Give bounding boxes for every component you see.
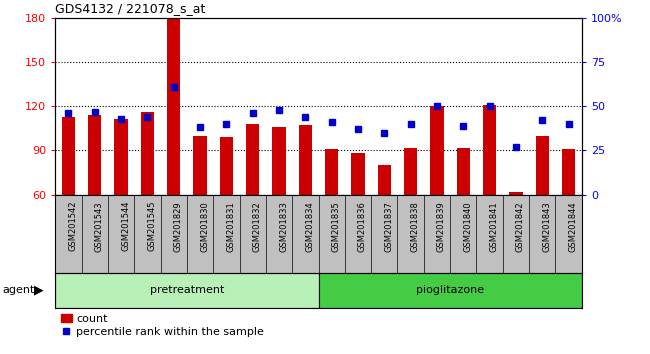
Bar: [457, 148, 470, 195]
Text: GSM201833: GSM201833: [279, 201, 288, 252]
Bar: [272, 127, 285, 195]
Text: GSM201835: GSM201835: [332, 201, 341, 252]
Bar: [62, 116, 75, 195]
Text: GSM201844: GSM201844: [569, 201, 578, 252]
Bar: [404, 148, 417, 195]
Text: GSM201843: GSM201843: [542, 201, 551, 252]
Bar: [194, 136, 207, 195]
Text: GSM201836: GSM201836: [358, 201, 367, 252]
Bar: [141, 112, 154, 195]
Bar: [352, 153, 365, 195]
Text: ▶: ▶: [34, 284, 44, 297]
Text: GSM201831: GSM201831: [226, 201, 235, 252]
Text: GSM201829: GSM201829: [174, 201, 183, 252]
Bar: [167, 18, 180, 195]
Text: GDS4132 / 221078_s_at: GDS4132 / 221078_s_at: [55, 2, 205, 15]
Bar: [510, 192, 523, 195]
Bar: [378, 165, 391, 195]
Bar: [562, 149, 575, 195]
Text: GSM201544: GSM201544: [121, 201, 130, 251]
Text: GSM201830: GSM201830: [200, 201, 209, 252]
Text: GSM201832: GSM201832: [253, 201, 262, 252]
Bar: [114, 119, 127, 195]
Bar: [325, 149, 338, 195]
Text: GSM201839: GSM201839: [437, 201, 446, 252]
Bar: [220, 137, 233, 195]
Text: GSM201842: GSM201842: [516, 201, 525, 252]
Legend: count, percentile rank within the sample: count, percentile rank within the sample: [61, 314, 265, 337]
Text: GSM201838: GSM201838: [411, 201, 420, 252]
Bar: [246, 124, 259, 195]
Text: GSM201542: GSM201542: [68, 201, 77, 251]
Text: pioglitazone: pioglitazone: [416, 285, 484, 295]
Bar: [55, 273, 318, 308]
Text: GSM201545: GSM201545: [148, 201, 157, 251]
Text: pretreatment: pretreatment: [150, 285, 224, 295]
Bar: [318, 273, 582, 308]
Text: GSM201543: GSM201543: [95, 201, 104, 252]
Text: GSM201834: GSM201834: [306, 201, 315, 252]
Bar: [536, 136, 549, 195]
Bar: [299, 125, 312, 195]
Bar: [483, 105, 496, 195]
Bar: [88, 115, 101, 195]
Text: agent: agent: [2, 285, 34, 295]
Text: GSM201837: GSM201837: [384, 201, 393, 252]
Text: GSM201841: GSM201841: [489, 201, 499, 252]
Text: GSM201840: GSM201840: [463, 201, 473, 252]
Bar: [430, 106, 443, 195]
